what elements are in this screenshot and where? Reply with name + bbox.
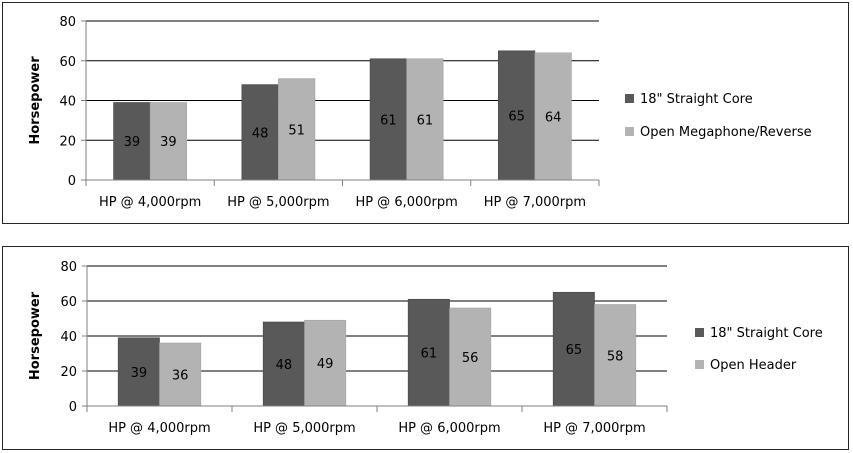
top-chart-legend-label: Open Megaphone/Reverse — [640, 125, 812, 140]
top-chart-x-tick-label: HP @ 4,000rpm — [99, 195, 201, 210]
bottom-chart-legend-swatch — [695, 360, 704, 369]
top-chart-data-label: 61 — [417, 113, 434, 128]
bottom-chart-y-axis-title: Horsepower — [28, 291, 43, 380]
bottom-chart-y-tick-label: 20 — [60, 365, 77, 380]
bottom-chart-legend-swatch — [695, 328, 704, 337]
top-chart-y-tick-label: 20 — [59, 134, 76, 149]
top-chart-y-tick-label: 0 — [68, 174, 76, 189]
bottom-chart-bar-series2 — [159, 342, 202, 407]
bottom-chart-data-label: 61 — [421, 347, 438, 362]
top-chart-data-label: 39 — [160, 135, 177, 150]
bottom-chart-data-label: 36 — [172, 369, 189, 384]
bottom-chart-x-tick-label: HP @ 5,000rpm — [253, 421, 355, 436]
bottom-chart-legend-label: Open Header — [710, 358, 797, 373]
bottom-chart-data-label: 39 — [131, 366, 148, 381]
bottom-chart-bar-series1 — [117, 337, 160, 407]
bottom-chart-x-tick-label: HP @ 6,000rpm — [398, 421, 500, 436]
top-chart-x-tick-label: HP @ 6,000rpm — [355, 195, 457, 210]
top-chart-data-label: 61 — [380, 113, 397, 128]
top-chart-data-label: 65 — [508, 109, 525, 124]
bottom-chart-y-tick-label: 0 — [69, 400, 77, 415]
chart-bottom: 0 20 40 60 80 Horsepower 39 48 61 65 36 49 56 58 HP @ … — [2, 246, 849, 450]
top-chart-data-label: 48 — [252, 126, 269, 141]
bottom-chart-bar-series2 — [449, 307, 492, 407]
top-chart-legend-swatch — [625, 127, 634, 136]
top-chart-y-tick-label: 60 — [59, 55, 76, 70]
top-chart-y-tick-label: 80 — [59, 15, 76, 30]
top-chart-bar-series2 — [406, 58, 444, 181]
bottom-chart-data-label: 56 — [462, 351, 479, 366]
top-chart-y-tick-label: 40 — [59, 95, 76, 110]
top-chart-bar-series2 — [278, 78, 316, 181]
bottom-chart-y-tick-label: 60 — [60, 295, 77, 310]
bottom-chart-y-tick-label: 80 — [60, 260, 77, 275]
top-chart-data-label: 51 — [288, 123, 305, 138]
bottom-chart-data-label: 48 — [276, 358, 293, 373]
top-chart-legend-label: 18" Straight Core — [640, 92, 753, 107]
top-chart-legend-swatch — [625, 94, 634, 103]
top-chart-x-tick-label: HP @ 5,000rpm — [227, 195, 329, 210]
chart-top-svg: 0 20 40 60 80 Horsepower 39 48 61 65 39 51 61 64 HP @ … — [28, 15, 812, 210]
bottom-chart-bar-series1 — [407, 298, 450, 407]
top-chart-data-label: 39 — [124, 135, 141, 150]
top-chart-y-axis-title: Horsepower — [28, 56, 43, 145]
top-chart-data-label: 64 — [545, 110, 562, 125]
bottom-chart-data-label: 58 — [607, 349, 624, 364]
bottom-chart-y-tick-label: 40 — [60, 330, 77, 345]
bottom-chart-bar-series2 — [594, 304, 637, 407]
bottom-chart-legend-label: 18" Straight Core — [710, 326, 823, 341]
bottom-chart-data-label: 49 — [317, 357, 334, 372]
chart-top: 0 20 40 60 80 Horsepower 39 48 61 65 39 51 61 64 HP @ … — [2, 2, 849, 224]
bottom-chart-x-tick-label: HP @ 7,000rpm — [543, 421, 645, 436]
bottom-chart-bar-series2 — [304, 319, 347, 407]
chart-bottom-svg: 0 20 40 60 80 Horsepower 39 48 61 65 36 49 56 58 HP @ … — [28, 260, 823, 436]
top-chart-bar-series2 — [534, 52, 572, 181]
bottom-chart-x-tick-label: HP @ 4,000rpm — [108, 421, 210, 436]
top-chart-x-tick-label: HP @ 7,000rpm — [484, 195, 586, 210]
bottom-chart-data-label: 65 — [566, 343, 583, 358]
